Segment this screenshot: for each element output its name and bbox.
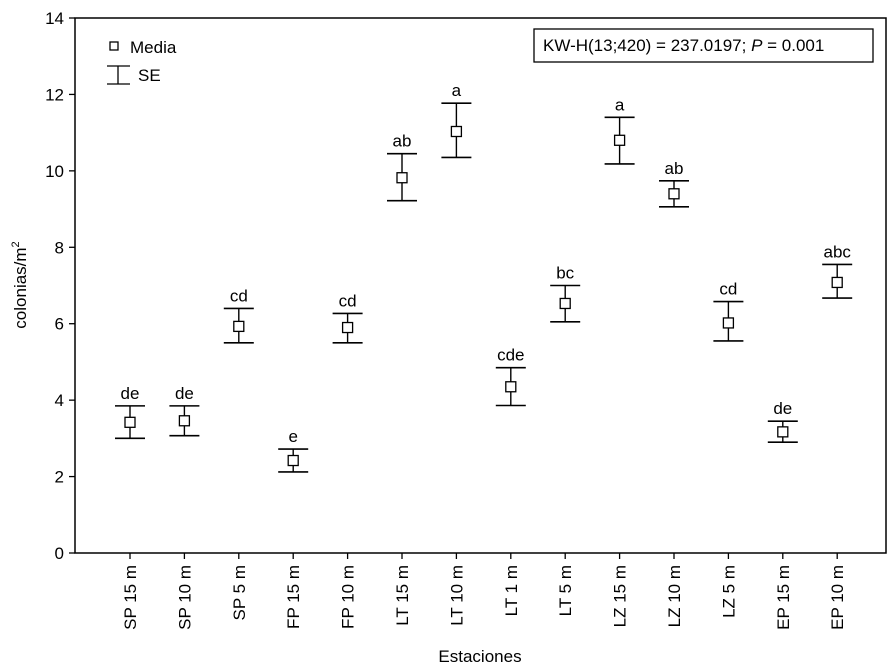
x-tick-label: LT 15 m — [393, 565, 412, 626]
x-axis: SP 15 m SP 10 m SP 5 m FP 15 m FP 10 m LT 15 … — [121, 553, 847, 630]
x-tick-label: EP 15 m — [774, 565, 793, 630]
stat-box-frame — [533, 28, 874, 63]
significance-label: ab — [665, 159, 684, 178]
x-tick-label: EP 10 m — [828, 565, 847, 630]
mean-point — [831, 276, 843, 289]
mean-point — [668, 188, 680, 200]
y-tick-label: 0 — [55, 544, 64, 563]
x-tick-label: LZ 5 m — [719, 565, 738, 618]
legend-mean-label: Media — [130, 38, 177, 57]
x-tick-label: SP 15 m — [121, 565, 140, 630]
x-tick-label: FP 10 m — [339, 565, 358, 629]
significance-label: cd — [719, 280, 737, 299]
mean-point — [505, 381, 517, 393]
x-tick-label: LZ 10 m — [665, 565, 684, 627]
stat-suffix: = 0.001 — [762, 36, 824, 55]
significance-label: de — [175, 384, 194, 403]
x-tick-label: SP 5 m — [230, 565, 249, 620]
mean-point — [233, 320, 245, 333]
mean-point — [341, 321, 354, 334]
stat-prefix: KW-H(13;420) = 237.0197; — [543, 36, 751, 55]
x-tick-label: FP 15 m — [284, 565, 303, 629]
x-tick-label: LT 5 m — [556, 565, 575, 616]
y-tick-label: 8 — [55, 238, 64, 257]
significance-label: de — [773, 399, 792, 418]
mean-point — [777, 426, 789, 438]
mean-point — [722, 317, 735, 329]
x-axis-title: Estaciones — [438, 647, 521, 666]
mean-point — [450, 125, 463, 138]
mean-point — [613, 134, 626, 146]
y-tick-label: 10 — [45, 162, 64, 181]
significance-label: e — [288, 427, 297, 446]
y-tick-label: 6 — [55, 315, 64, 334]
significance-label: cde — [497, 346, 524, 365]
stat-p-symbol: P — [751, 36, 763, 55]
plot-frame — [74, 17, 887, 554]
legend: Media SE — [107, 38, 177, 85]
y-tick-label: 12 — [45, 85, 64, 104]
x-tick-label: SP 10 m — [175, 565, 194, 630]
stat-box: KW-H(13;420) = 237.0197; P = 0.001 — [533, 28, 874, 63]
mean-point — [178, 415, 191, 427]
significance-label: cd — [339, 291, 357, 310]
y-axis-title: colonias/m2 — [10, 241, 30, 328]
stat-box-text: KW-H(13;420) = 237.0197; P = 0.001 — [543, 36, 824, 55]
legend-mean-marker — [109, 41, 119, 51]
significance-label: ab — [393, 132, 412, 151]
y-tick-label: 4 — [55, 391, 64, 410]
legend-se-label: SE — [138, 66, 161, 85]
significance-label: a — [615, 95, 625, 114]
y-tick-label: 14 — [45, 9, 64, 28]
significance-label: a — [452, 81, 462, 100]
mean-point — [396, 172, 408, 184]
significance-label: abc — [823, 242, 851, 261]
y-tick-label: 2 — [55, 468, 64, 487]
x-tick-label: LZ 15 m — [611, 565, 630, 627]
significance-label: cd — [230, 286, 248, 305]
x-tick-label: LT 1 m — [502, 565, 521, 616]
mean-point — [287, 454, 299, 467]
y-axis-title-main: colonias/m — [11, 247, 30, 328]
y-axis-title-superscript: 2 — [10, 241, 22, 247]
significance-label: de — [121, 384, 140, 403]
x-tick-label: LT 10 m — [447, 565, 466, 626]
significance-label: bc — [556, 264, 574, 283]
y-axis: 0 2 4 6 8 10 12 14 — [45, 9, 75, 563]
mean-point — [559, 297, 571, 310]
mean-point — [124, 416, 136, 428]
